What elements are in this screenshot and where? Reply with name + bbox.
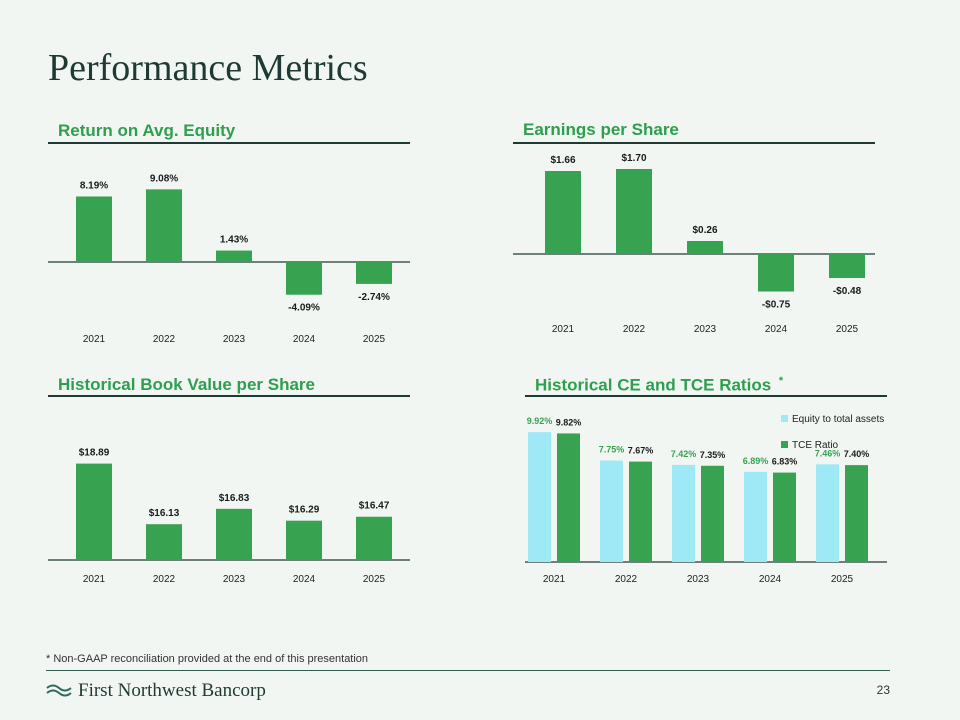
ratios-tick-label: 2025	[831, 574, 854, 585]
roe-tick-label: 2025	[363, 334, 386, 345]
ratios-data-label: 7.42%	[671, 449, 697, 459]
eps-data-label: $1.70	[621, 153, 646, 164]
bvps-title: Historical Book Value per Share	[58, 375, 315, 394]
bvps-title-rule	[48, 395, 410, 397]
bvps-data-label: $18.89	[79, 448, 110, 459]
bvps-tick-label: 2024	[293, 574, 316, 585]
roe-tick-label: 2022	[153, 334, 176, 345]
ratios-bar-equity	[744, 471, 767, 562]
ratios-title-text: Historical CE and TCE Ratios	[535, 375, 772, 395]
ratios-bar-tce	[845, 465, 868, 562]
roe-data-label: -4.09%	[288, 303, 320, 314]
page-title: Performance Metrics	[48, 47, 368, 89]
bvps-data-label: $16.13	[149, 508, 180, 519]
footer-rule	[46, 670, 890, 671]
ratios-data-label: 7.75%	[599, 445, 625, 455]
roe-title-rule	[48, 142, 410, 144]
ratios-chart: 9.92% 9.82% 2021 7.75% 7.67% 2022 7.42% 7.35% 20…	[525, 414, 887, 585]
ratios-data-label: 9.82%	[556, 417, 582, 427]
roe-bar	[146, 189, 182, 262]
ratios-data-label: 7.35%	[700, 450, 726, 460]
ratios-bar-tce	[629, 461, 652, 562]
eps-data-label: $1.66	[550, 155, 575, 166]
ratios-data-label: 7.46%	[815, 448, 841, 458]
bvps-tick-label: 2023	[223, 574, 246, 585]
ratios-data-label: 6.89%	[743, 456, 769, 466]
ratios-bar-tce	[557, 433, 580, 562]
ratios-title: Historical CE and TCE Ratios *	[535, 375, 783, 396]
brand-name: First Northwest Bancorp	[78, 680, 266, 701]
roe-data-label: 1.43%	[220, 235, 248, 246]
brand-logo: First Northwest Bancorp	[46, 680, 266, 702]
bvps-bar	[356, 516, 392, 560]
legend-swatch-equity	[781, 415, 788, 422]
ratios-data-label: 6.83%	[772, 457, 798, 467]
ratios-bar-equity	[528, 432, 551, 562]
eps-data-label: -$0.75	[762, 300, 791, 311]
ratios-data-label: 7.67%	[628, 446, 654, 456]
bvps-tick-label: 2025	[363, 574, 386, 585]
legend-swatch-tce	[781, 441, 788, 448]
roe-bar	[356, 262, 392, 284]
roe-data-label: 8.19%	[80, 180, 108, 191]
eps-tick-label: 2025	[836, 324, 859, 335]
legend-label: TCE Ratio	[792, 440, 839, 451]
bvps-bar	[286, 520, 322, 560]
eps-data-label: $0.26	[692, 225, 717, 236]
eps-tick-label: 2023	[694, 324, 717, 335]
roe-bar	[216, 250, 252, 262]
wave-icon	[46, 684, 72, 697]
roe-chart: 8.19% 2021 9.08% 2022 1.43% 2023 -4.09% 2024 -2.…	[48, 173, 410, 345]
legend-label: Equity to total assets	[792, 414, 884, 425]
eps-bar	[687, 241, 723, 254]
roe-tick-label: 2023	[223, 334, 246, 345]
eps-bar	[758, 254, 794, 292]
eps-tick-label: 2022	[623, 324, 646, 335]
ratios-tick-label: 2022	[615, 574, 638, 585]
eps-bar	[829, 254, 865, 278]
ratios-bar-equity	[672, 464, 695, 562]
eps-bar	[616, 169, 652, 254]
ratios-bar-tce	[701, 465, 724, 562]
bvps-tick-label: 2022	[153, 574, 176, 585]
eps-tick-label: 2021	[552, 324, 575, 335]
ratios-tick-label: 2021	[543, 574, 566, 585]
eps-data-label: -$0.48	[833, 286, 862, 297]
roe-tick-label: 2021	[83, 334, 106, 345]
bvps-bar	[76, 463, 112, 560]
roe-bar	[286, 262, 322, 295]
eps-bar	[545, 171, 581, 254]
bvps-bar	[216, 508, 252, 560]
ratios-tick-label: 2023	[687, 574, 710, 585]
ratios-data-label: 7.40%	[844, 449, 870, 459]
bvps-chart: $18.89 2021 $16.13 2022 $16.83 2023 $16.29 2024…	[48, 448, 410, 585]
ratios-bar-tce	[773, 472, 796, 562]
roe-data-label: 9.08%	[150, 173, 178, 184]
ratios-title-asterisk: *	[778, 375, 784, 387]
bvps-data-label: $16.29	[289, 505, 320, 516]
bvps-bar	[146, 524, 182, 560]
eps-tick-label: 2024	[765, 324, 788, 335]
ratios-tick-label: 2024	[759, 574, 782, 585]
bvps-tick-label: 2021	[83, 574, 106, 585]
eps-chart: $1.66 2021 $1.70 2022 $0.26 2023 -$0.75 2024 -$0…	[513, 153, 875, 335]
footnote: * Non-GAAP reconciliation provided at th…	[46, 653, 369, 665]
bvps-data-label: $16.83	[219, 493, 250, 504]
ratios-title-rule	[525, 395, 887, 397]
bvps-data-label: $16.47	[359, 501, 390, 512]
ratios-bar-equity	[600, 460, 623, 562]
roe-title: Return on Avg. Equity	[58, 121, 236, 140]
eps-title: Earnings per Share	[523, 120, 679, 139]
ratios-bar-equity	[816, 464, 839, 562]
ratios-data-label: 9.92%	[527, 416, 553, 426]
page-number: 23	[876, 683, 890, 697]
eps-title-rule	[513, 142, 875, 144]
roe-bar	[76, 196, 112, 262]
roe-data-label: -2.74%	[358, 292, 390, 303]
roe-tick-label: 2024	[293, 334, 316, 345]
